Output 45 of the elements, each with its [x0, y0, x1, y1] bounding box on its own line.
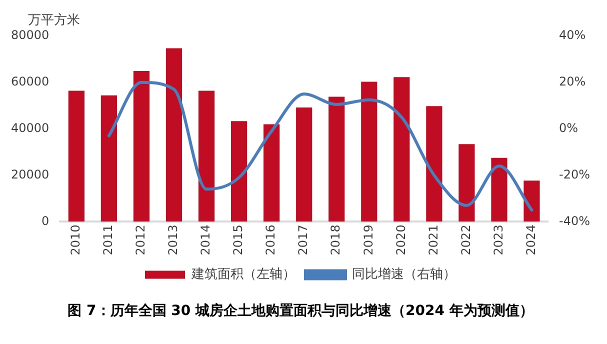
bar [198, 90, 215, 222]
y-tick-label: 0 [42, 214, 50, 228]
bar [458, 144, 475, 222]
x-tick-label: 2015 [231, 224, 246, 256]
x-tick-label: 2022 [458, 224, 473, 256]
bar [426, 106, 442, 222]
y2-tick-label: 40% [559, 28, 586, 42]
bar [361, 82, 378, 222]
x-tick-label: 2014 [198, 224, 213, 256]
x-tick-label: 2021 [426, 224, 440, 256]
bar [491, 158, 508, 222]
bar [100, 95, 118, 222]
x-tick-label: 2016 [264, 224, 278, 256]
x-tick-label: 2019 [361, 224, 376, 256]
x-tick-label: 2010 [68, 224, 83, 256]
y2-tick-label: 20% [559, 74, 586, 89]
bar [394, 77, 410, 222]
bar [133, 71, 150, 222]
x-tick-label: 2017 [296, 224, 310, 256]
y2-tick-label: -40% [559, 214, 590, 228]
x-tick-label: 2013 [166, 224, 180, 256]
legend-label: 同比增速（右轴） [352, 267, 456, 282]
x-tick-label: 2018 [328, 224, 343, 256]
y2-tick-label: -20% [559, 167, 590, 182]
y-tick-label: 40000 [10, 120, 50, 135]
x-tick-label: 2011 [101, 224, 116, 256]
y-axis-title: 万平方米 [28, 12, 80, 28]
legend-label: 建筑面积（左轴） [190, 267, 296, 282]
x-tick-label: 2023 [491, 224, 506, 256]
bar [296, 107, 312, 222]
bar [166, 48, 182, 222]
y-tick-label: 80000 [10, 28, 50, 42]
bar [524, 180, 540, 222]
x-tick-label: 2020 [394, 224, 408, 256]
y2-tick-label: 0% [559, 120, 578, 135]
bar [68, 90, 84, 222]
line-series [107, 80, 534, 212]
bar [264, 124, 280, 222]
y-tick-label: 20000 [10, 167, 50, 182]
x-tick-label: 2024 [524, 224, 538, 256]
x-tick-label: 2012 [134, 224, 148, 256]
y-tick-label: 60000 [10, 74, 50, 89]
bar [328, 96, 345, 222]
bar [230, 121, 248, 222]
text: 图 7：历年全国 30 城房企土地购置面积与同比增速（2024 年为预测值） [68, 302, 534, 320]
